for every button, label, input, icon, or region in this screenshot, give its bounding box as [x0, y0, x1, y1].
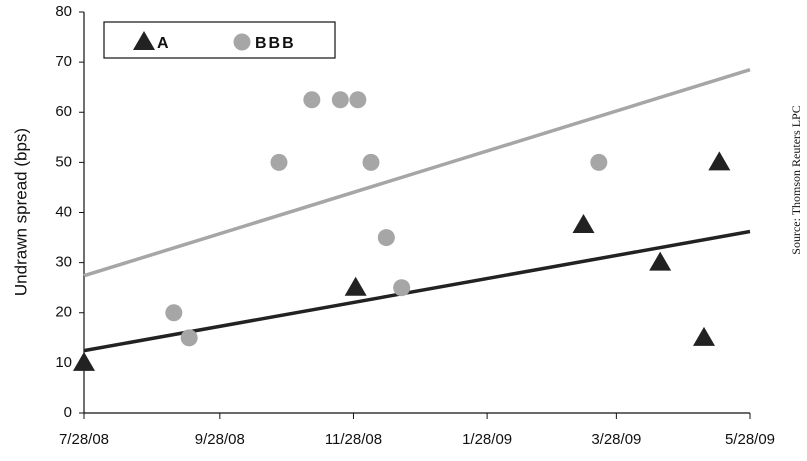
x-tick-label: 5/28/09 — [725, 431, 775, 448]
circle-point — [331, 91, 349, 109]
x-tick-label: 3/28/09 — [591, 431, 641, 448]
triangle-point — [133, 31, 155, 50]
circle-point — [165, 304, 183, 322]
triangle-point — [692, 326, 715, 346]
y-tick-label: 20 — [55, 304, 72, 321]
circle-point — [377, 229, 395, 247]
circle-point — [233, 33, 251, 51]
circle-point — [349, 91, 367, 109]
y-tick-label: 50 — [55, 153, 72, 170]
y-tick-label: 0 — [64, 404, 72, 421]
triangle-point — [649, 251, 672, 271]
circle-point — [270, 153, 288, 171]
x-tick-label: 9/28/08 — [195, 431, 245, 448]
y-tick-label: 80 — [55, 3, 72, 20]
x-tick-label: 1/28/09 — [462, 431, 512, 448]
y-tick-label: 60 — [55, 103, 72, 120]
y-tick-label: 30 — [55, 254, 72, 271]
x-tick-label: 11/28/08 — [325, 431, 382, 448]
y-tick-label: 70 — [55, 53, 72, 70]
triangle-point — [572, 214, 595, 234]
triangle-point — [73, 351, 95, 371]
circle-point — [393, 279, 411, 297]
source-note: Source: Thomson Reuters LPC — [789, 105, 803, 254]
x-tick-label: 7/28/08 — [59, 431, 109, 448]
triangle-point — [708, 151, 731, 171]
y-tick-label: 10 — [55, 354, 72, 371]
y-tick-label: 40 — [55, 203, 72, 220]
trend-line — [83, 229, 751, 353]
legend-box — [103, 21, 336, 59]
circle-point — [303, 91, 321, 109]
y-axis-label: Undrawn spread (bps) — [11, 128, 30, 296]
legend-label: A — [157, 35, 171, 52]
legend-label: BBB — [255, 35, 296, 52]
circle-point — [180, 329, 198, 347]
circle-point — [590, 153, 608, 171]
circle-point — [362, 153, 380, 171]
trend-line — [83, 67, 751, 278]
triangle-point — [344, 276, 367, 296]
